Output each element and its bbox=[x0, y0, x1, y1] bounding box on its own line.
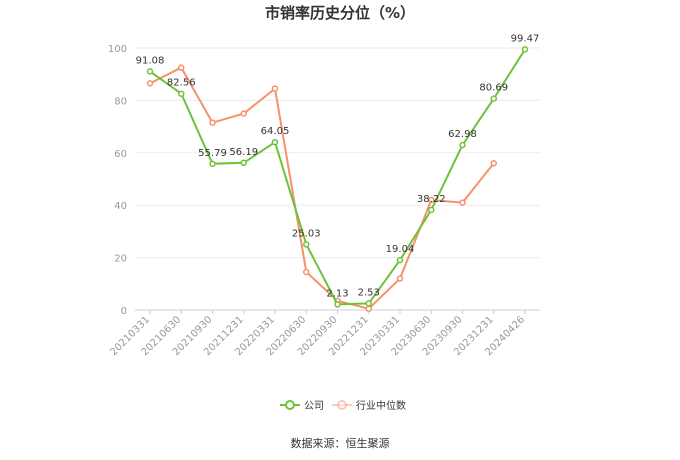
data-label-company: 2.53 bbox=[358, 287, 380, 298]
legend-item-industry[interactable]: 行业中位数 bbox=[332, 399, 406, 412]
point-industry[interactable] bbox=[459, 199, 466, 206]
legend-marker-company-icon bbox=[285, 400, 295, 410]
point-company[interactable] bbox=[428, 206, 435, 214]
data-label-company: 91.08 bbox=[136, 55, 165, 66]
point-company[interactable] bbox=[459, 141, 466, 149]
point-company[interactable] bbox=[396, 256, 404, 264]
point-company[interactable] bbox=[271, 138, 279, 146]
data-label-company: 19.04 bbox=[386, 244, 415, 255]
point-industry[interactable] bbox=[209, 119, 216, 126]
data-label-company: 56.19 bbox=[229, 147, 258, 158]
y-tick-label: 40 bbox=[114, 201, 127, 212]
point-company[interactable] bbox=[490, 95, 497, 102]
data-label-company: 99.47 bbox=[511, 33, 540, 44]
point-company[interactable] bbox=[178, 90, 185, 97]
axes: 0204060801002021033120210630202109302021… bbox=[108, 44, 540, 358]
data-label-company: 2.13 bbox=[326, 288, 348, 299]
data-label-company: 82.56 bbox=[167, 78, 196, 89]
chart-title: 市销率历史分位（%） bbox=[265, 4, 415, 22]
point-company[interactable] bbox=[240, 159, 247, 167]
data-label-company: 38.22 bbox=[417, 194, 446, 205]
data-label-company: 62.98 bbox=[448, 129, 477, 140]
point-company[interactable] bbox=[146, 68, 154, 75]
y-tick-label: 0 bbox=[121, 306, 127, 317]
data-label-company: 64.05 bbox=[261, 126, 290, 137]
legend-label-industry: 行业中位数 bbox=[356, 399, 406, 412]
point-company[interactable] bbox=[521, 46, 529, 53]
point-industry[interactable] bbox=[240, 110, 247, 117]
legend[interactable]: 公司 行业中位数 bbox=[280, 399, 406, 412]
legend-label-company: 公司 bbox=[304, 401, 324, 412]
point-industry[interactable] bbox=[396, 275, 404, 282]
series bbox=[146, 46, 529, 312]
point-industry[interactable] bbox=[178, 64, 185, 71]
data-label-company: 80.69 bbox=[479, 83, 508, 94]
legend-item-company[interactable]: 公司 bbox=[280, 400, 324, 412]
point-company[interactable] bbox=[303, 241, 310, 248]
y-tick-label: 100 bbox=[108, 44, 127, 55]
point-industry[interactable] bbox=[490, 160, 497, 167]
grid bbox=[135, 47, 540, 259]
y-tick-label: 60 bbox=[114, 149, 127, 160]
legend-marker-industry-icon bbox=[337, 400, 347, 410]
point-industry[interactable] bbox=[271, 85, 279, 92]
point-company[interactable] bbox=[334, 301, 341, 308]
point-industry[interactable] bbox=[428, 196, 435, 204]
series-line-company bbox=[149, 48, 526, 306]
point-industry[interactable] bbox=[146, 80, 154, 87]
data-label-company: 25.03 bbox=[292, 228, 321, 239]
y-tick-label: 20 bbox=[114, 254, 127, 265]
point-company[interactable] bbox=[365, 300, 372, 307]
point-industry[interactable] bbox=[365, 305, 372, 312]
y-tick-label: 80 bbox=[114, 96, 127, 107]
point-industry[interactable] bbox=[303, 268, 310, 276]
data-label-company: 55.79 bbox=[198, 148, 227, 159]
data-source: 数据来源：恒生聚源 bbox=[291, 436, 390, 450]
point-company[interactable] bbox=[209, 160, 216, 168]
